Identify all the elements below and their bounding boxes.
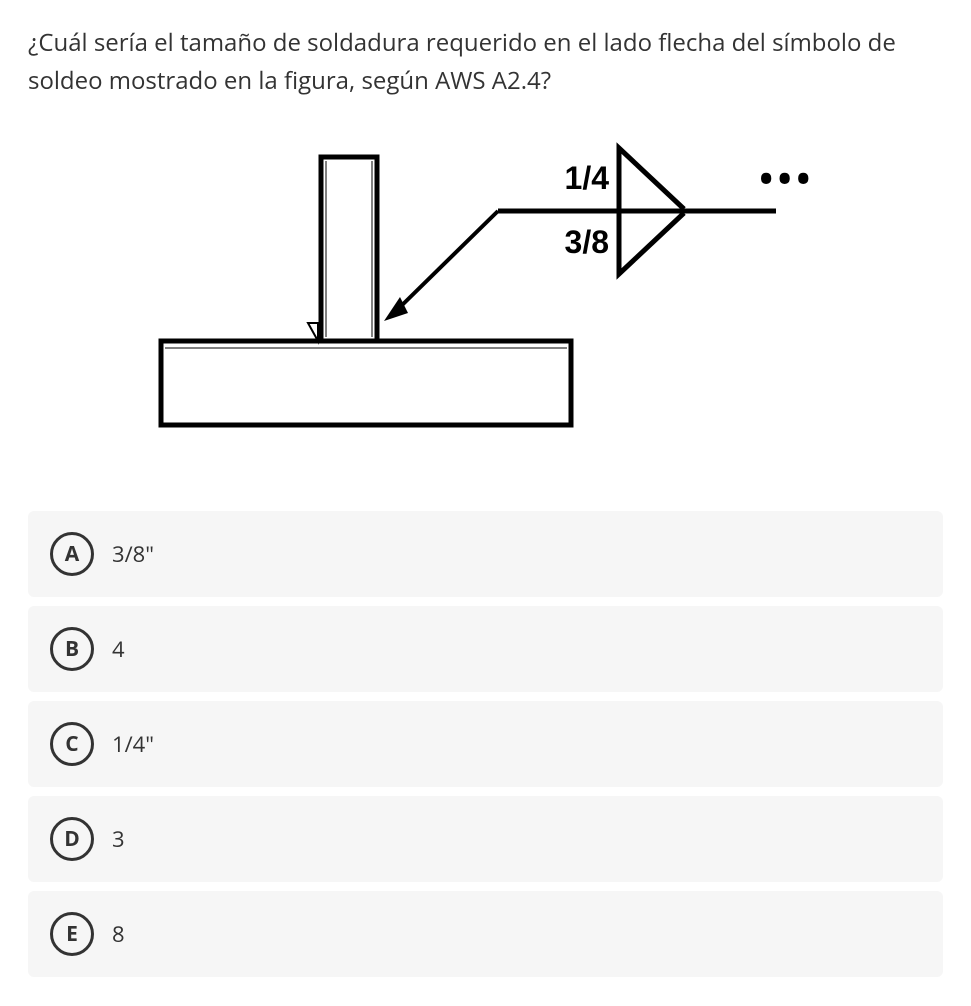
fillet-symbol-top: [619, 148, 684, 209]
label-top: 1/4: [564, 160, 609, 196]
options-list: A 3/8" B 4 C 1/4" D 3 E 8: [28, 511, 943, 977]
option-letter-b: B: [50, 627, 94, 671]
leader-line: [394, 211, 498, 313]
option-text-c: 1/4": [112, 729, 154, 759]
vertical-member: [321, 157, 377, 341]
option-text-d: 3: [112, 824, 125, 854]
option-b[interactable]: B 4: [28, 606, 943, 692]
option-letter-a: A: [50, 532, 94, 576]
option-letter-d: D: [50, 817, 94, 861]
option-letter-e: E: [50, 912, 94, 956]
label-bottom: 3/8: [564, 224, 608, 260]
diagram-container: 1/4 3/8 •••: [28, 141, 943, 451]
option-letter-c: C: [50, 722, 94, 766]
option-a[interactable]: A 3/8": [28, 511, 943, 597]
option-e[interactable]: E 8: [28, 891, 943, 977]
diagram-inner: 1/4 3/8 •••: [136, 141, 836, 451]
base-plate: [161, 341, 571, 425]
question-text: ¿Cuál sería el tamaño de soldadura reque…: [28, 24, 943, 101]
option-text-b: 4: [112, 634, 125, 664]
fillet-mark-left: [308, 323, 318, 341]
more-options-icon[interactable]: •••: [760, 171, 816, 187]
option-d[interactable]: D 3: [28, 796, 943, 882]
option-text-a: 3/8": [112, 539, 154, 569]
weld-symbol-diagram: 1/4 3/8: [136, 141, 836, 451]
option-c[interactable]: C 1/4": [28, 701, 943, 787]
option-text-e: 8: [112, 919, 125, 949]
fillet-symbol-bottom: [619, 213, 684, 274]
